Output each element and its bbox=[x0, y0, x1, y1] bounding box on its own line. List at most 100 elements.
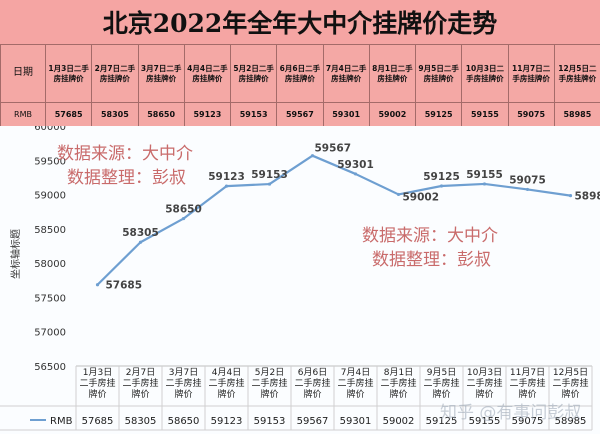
data-label: 58650 bbox=[165, 204, 202, 216]
y-tick-label: 57500 bbox=[34, 293, 66, 304]
data-label: 58305 bbox=[122, 227, 159, 239]
legend-label: RMB bbox=[50, 416, 73, 427]
datatable-value: 59301 bbox=[340, 416, 372, 427]
table-cell[interactable]: 59123 bbox=[183, 102, 232, 128]
x-tick-label: 2月7日二手房挂牌价 bbox=[122, 367, 158, 400]
data-point bbox=[181, 216, 186, 221]
data-label: 59155 bbox=[466, 169, 503, 181]
line-chart: 56500 57000 57500 58000 58500 59000 59500 60000… bbox=[0, 126, 600, 431]
data-table: 日期 1月3日二手房挂牌价 2月7日二手房挂牌价 3月7日二手房挂牌价 4月4日… bbox=[0, 44, 600, 128]
data-label: 58985 bbox=[575, 191, 600, 203]
row-label-dates: 日期 bbox=[0, 44, 46, 103]
datatable-value: 57685 bbox=[82, 416, 114, 427]
data-label: 59567 bbox=[315, 143, 352, 155]
chart-title: 北京2022年全年大中介挂牌价走势 bbox=[0, 0, 600, 45]
datatable-value: 59123 bbox=[211, 416, 243, 427]
row-label-series: RMB bbox=[0, 102, 46, 128]
data-label: 59123 bbox=[208, 171, 245, 183]
y-axis-label: 坐标轴标题 bbox=[9, 229, 22, 279]
watermark-author: 数据整理：彭叔 bbox=[372, 250, 491, 270]
watermark-author: 数据整理：彭叔 bbox=[67, 168, 186, 188]
x-tick-label: 9月5日二手房挂牌价 bbox=[423, 367, 459, 400]
table-col-header[interactable]: 7月4日二手房挂牌价 bbox=[322, 44, 370, 103]
y-tick-label: 59000 bbox=[34, 191, 66, 202]
data-label: 57685 bbox=[106, 280, 143, 292]
data-label: 59002 bbox=[403, 191, 440, 203]
table-cell[interactable]: 59567 bbox=[276, 102, 324, 128]
x-tick-label: 3月7日二手房挂牌价 bbox=[165, 367, 201, 400]
site-watermark: 知乎 @有事问彭叔 bbox=[440, 403, 581, 423]
table-cell[interactable]: 59301 bbox=[322, 102, 370, 128]
series-line-rmb bbox=[96, 154, 571, 286]
data-point bbox=[138, 240, 143, 244]
table-col-header[interactable]: 2月7日二手房挂牌价 bbox=[91, 44, 139, 103]
datatable-value: 59155 bbox=[469, 416, 501, 427]
y-tick-label: 58000 bbox=[34, 259, 66, 270]
table-cell[interactable]: 59002 bbox=[368, 102, 417, 128]
table-header-row: 日期 1月3日二手房挂牌价 2月7日二手房挂牌价 3月7日二手房挂牌价 4月4日… bbox=[0, 44, 600, 103]
x-tick-label: 10月3日二手房挂牌价 bbox=[466, 367, 502, 400]
y-tick-label: 58500 bbox=[34, 225, 66, 236]
datatable-value: 58985 bbox=[555, 416, 587, 427]
data-point bbox=[396, 192, 401, 197]
watermark-group-1: 数据来源：大中介 数据整理：彭叔 bbox=[57, 144, 193, 188]
data-point bbox=[224, 184, 229, 188]
datatable-value: 58650 bbox=[168, 416, 200, 427]
table-cell[interactable]: 58985 bbox=[553, 102, 600, 128]
y-tick-label: 56500 bbox=[34, 362, 66, 373]
data-point bbox=[267, 182, 272, 186]
x-tick-label: 6月6日二手房挂牌价 bbox=[294, 367, 330, 400]
table-cell[interactable]: 58650 bbox=[137, 102, 185, 128]
chart-area[interactable]: 56500 57000 57500 58000 58500 59000 59500 60000… bbox=[0, 126, 600, 434]
datatable-value: 59153 bbox=[254, 416, 286, 427]
data-point bbox=[525, 187, 530, 192]
table-col-header[interactable]: 4月4日二手房挂牌价 bbox=[183, 44, 232, 103]
table-col-header[interactable]: 10月3日二手房挂牌价 bbox=[461, 44, 509, 103]
x-tick-label: 1月3日二手房挂牌价 bbox=[79, 367, 115, 400]
watermark-group-2: 数据来源：大中介 数据整理：彭叔 bbox=[362, 226, 498, 270]
table-cell[interactable]: 59125 bbox=[414, 102, 463, 128]
datatable-value: 59075 bbox=[512, 416, 544, 427]
y-tick-label: 59500 bbox=[34, 156, 66, 167]
table-value-row: RMB 57685 58305 58650 59123 59153 59567 … bbox=[0, 102, 600, 128]
table-col-header[interactable]: 11月7日二手房挂牌价 bbox=[507, 44, 555, 103]
table-cell[interactable]: 57685 bbox=[44, 102, 93, 128]
datatable-value: 59125 bbox=[426, 416, 458, 427]
datatable-value: 58305 bbox=[125, 416, 157, 427]
x-tick-label: 5月2日二手房挂牌价 bbox=[251, 367, 287, 400]
datatable-value: 59567 bbox=[297, 416, 329, 427]
data-label: 59301 bbox=[337, 159, 374, 171]
table-col-header[interactable]: 5月2日二手房挂牌价 bbox=[229, 44, 278, 103]
axes: 56500 57000 57500 58000 58500 59000 59500 60000… bbox=[0, 126, 593, 431]
x-tick-label: 7月4日二手房挂牌价 bbox=[337, 367, 373, 400]
table-cell[interactable]: 59153 bbox=[229, 102, 278, 128]
table-cell[interactable]: 58305 bbox=[91, 102, 139, 128]
y-tick-label: 60000 bbox=[34, 126, 66, 133]
data-point bbox=[568, 194, 573, 198]
data-point bbox=[95, 283, 100, 287]
table-cell[interactable]: 59155 bbox=[461, 102, 509, 128]
table-col-header[interactable]: 1月3日二手房挂牌价 bbox=[44, 44, 93, 103]
data-point bbox=[439, 184, 444, 188]
table-cell[interactable]: 59075 bbox=[507, 102, 555, 128]
watermark-source: 数据来源：大中介 bbox=[57, 144, 193, 164]
chart-marks: 57685 58305 58650 59123 59153 59567 59301 59002… bbox=[95, 143, 600, 292]
data-point bbox=[310, 154, 315, 158]
x-tick-label: 8月1日二手房挂牌价 bbox=[380, 367, 416, 400]
data-label: 59125 bbox=[423, 171, 460, 183]
data-point bbox=[482, 182, 487, 186]
data-point bbox=[353, 172, 358, 176]
y-tick-label: 57000 bbox=[34, 328, 66, 339]
x-tick-label: 12月5日二手房挂牌价 bbox=[552, 367, 588, 400]
watermark-source: 数据来源：大中介 bbox=[362, 226, 498, 246]
table-col-header[interactable]: 3月7日二手房挂牌价 bbox=[137, 44, 185, 103]
data-label: 59153 bbox=[251, 169, 288, 181]
data-label: 59075 bbox=[509, 174, 546, 186]
table-col-header[interactable]: 9月5日二手房挂牌价 bbox=[414, 44, 463, 103]
table-col-header[interactable]: 8月1日二手房挂牌价 bbox=[368, 44, 417, 103]
x-tick-label: 4月4日二手房挂牌价 bbox=[208, 367, 244, 400]
table-col-header[interactable]: 6月6日二手房挂牌价 bbox=[276, 44, 324, 103]
table-col-header[interactable]: 12月5日二手房挂牌价 bbox=[553, 44, 600, 103]
datatable-value: 59002 bbox=[383, 416, 415, 427]
